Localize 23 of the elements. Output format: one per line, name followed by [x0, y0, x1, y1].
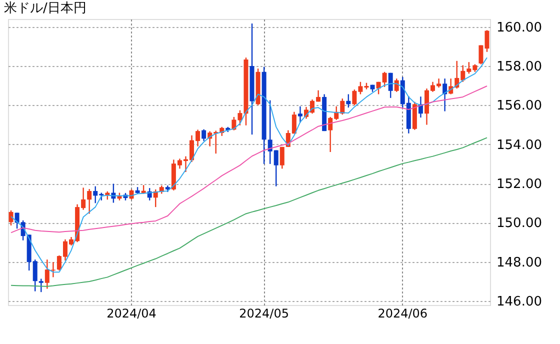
- y-tick-label: 152.00: [496, 177, 542, 192]
- y-tick-label: 154.00: [496, 138, 542, 153]
- line-series: [10, 137, 488, 287]
- y-tick-label: 158.00: [496, 60, 542, 75]
- candlestick: [8, 210, 14, 226]
- y-tick-label: 160.00: [496, 20, 542, 36]
- x-tick-label: 2024/06: [378, 306, 428, 320]
- x-tick-label: 2024/04: [106, 306, 156, 320]
- candlestick: [44, 258, 50, 290]
- candlestick: [442, 78, 448, 112]
- candlestick: [280, 146, 284, 170]
- candlestick: [346, 94, 351, 108]
- candlestick: [87, 188, 92, 214]
- y-tick-label: 150.00: [496, 216, 542, 232]
- candlestick: [202, 128, 206, 142]
- candlestick: [38, 278, 44, 293]
- candlestick: [298, 106, 302, 124]
- x-tick-label: 2024/05: [239, 306, 289, 320]
- candlestick: [50, 262, 56, 278]
- chart-title: 米ドル/日本円: [4, 1, 86, 16]
- y-tick-label: 146.00: [496, 294, 542, 310]
- y-tick-label: 148.00: [496, 255, 542, 270]
- y-tick-label: 156.00: [496, 98, 542, 114]
